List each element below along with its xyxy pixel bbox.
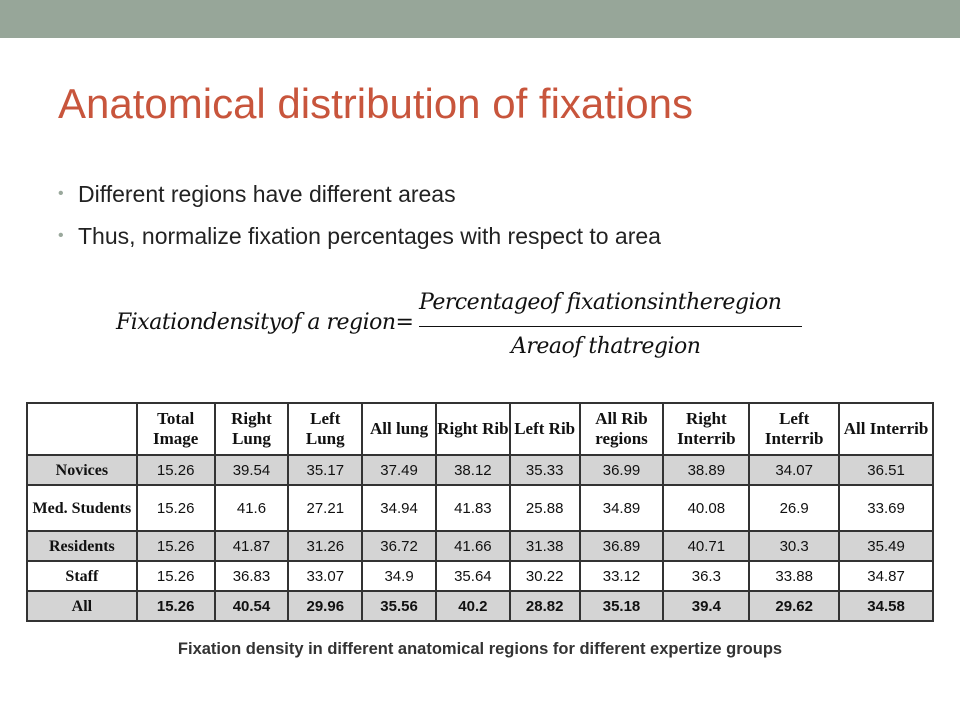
header-cell: Left Rib [508,402,581,456]
table-cell: 40.2 [434,590,511,622]
header-cell: All Interrib [838,402,934,456]
header-cell: Total Image [135,402,216,456]
table-cell: 35.49 [838,530,934,562]
top-accent-bar [0,0,960,38]
header-cell: Right Rib [434,402,511,456]
table-cell: 41.66 [434,530,511,562]
header-cell: Left Lung [287,402,364,456]
table-cell: 36.3 [662,560,751,592]
table-row: Novices 15.26 39.54 35.17 37.49 38.12 35… [26,454,934,486]
bullet-dot-icon: • [58,185,64,202]
table-cell: 27.21 [287,484,364,532]
table-cell: 35.33 [508,454,581,486]
table-cell: 37.49 [361,454,437,486]
table-cell: 29.96 [287,590,364,622]
header-cell [26,402,138,456]
table-cell: 31.26 [287,530,364,562]
row-label: All [26,590,138,622]
table-cell: 15.26 [135,454,216,486]
table-cell: 34.58 [838,590,934,622]
table-cell: 39.54 [213,454,290,486]
bullet-item: • Different regions have different areas [58,178,661,210]
table-cell: 36.51 [838,454,934,486]
table-cell: 33.12 [578,560,665,592]
table-row: Staff 15.26 36.83 33.07 34.9 35.64 30.22… [26,560,934,592]
table-cell: 40.54 [213,590,290,622]
formula-numerator: Percentageof fixationsintheregion [419,290,782,315]
table-cell: 34.87 [838,560,934,592]
row-label: Staff [26,560,138,592]
table-cell: 31.38 [508,530,581,562]
bullet-item: • Thus, normalize fixation percentages w… [58,220,661,252]
table-cell: 33.07 [287,560,364,592]
table-cell: 33.88 [748,560,841,592]
table-cell: 26.9 [748,484,841,532]
header-cell: Right Interrib [662,402,751,456]
formula-lhs: Fixationdensityof a region= [116,310,414,335]
header-cell: Right Lung [213,402,290,456]
fraction-bar [419,326,802,327]
table-cell: 36.89 [578,530,665,562]
table-cell: 34.89 [578,484,665,532]
row-label: Residents [26,530,138,562]
table-cell: 29.62 [748,590,841,622]
table-cell: 38.12 [434,454,511,486]
bullet-dot-icon: • [58,227,64,244]
table-row: All 15.26 40.54 29.96 35.56 40.2 28.82 3… [26,590,934,622]
bullet-text: Different regions have different areas [78,181,456,207]
table-cell: 34.9 [361,560,437,592]
table-cell: 28.82 [508,590,581,622]
table-cell: 35.56 [361,590,437,622]
table-row: Residents 15.26 41.87 31.26 36.72 41.66 … [26,530,934,562]
table-cell: 30.22 [508,560,581,592]
formula-denominator: Areaof thatregion [511,334,701,359]
table-cell: 39.4 [662,590,751,622]
table-cell: 41.87 [213,530,290,562]
header-cell: All lung [361,402,437,456]
table-cell: 35.17 [287,454,364,486]
table-cell: 30.3 [748,530,841,562]
table-cell: 36.83 [213,560,290,592]
slide-title: Anatomical distribution of fixations [58,80,693,127]
table-cell: 41.83 [434,484,511,532]
table-cell: 33.69 [838,484,934,532]
table-cell: 40.08 [662,484,751,532]
bullet-list: • Different regions have different areas… [58,178,661,262]
table-cell: 25.88 [508,484,581,532]
table-cell: 40.71 [662,530,751,562]
table-cell: 38.89 [662,454,751,486]
row-label: Novices [26,454,138,486]
table-cell: 15.26 [135,590,216,622]
table-cell: 34.94 [361,484,437,532]
header-cell: All Rib regions [578,402,665,456]
table-row: Med. Students 15.26 41.6 27.21 34.94 41.… [26,484,934,532]
table-cell: 36.99 [578,454,665,486]
header-cell: Left Interrib [748,402,841,456]
table-cell: 41.6 [213,484,290,532]
table-cell: 15.26 [135,560,216,592]
table-header-row: Total Image Right Lung Left Lung All lun… [26,402,934,456]
row-label: Med. Students [26,484,138,532]
table-caption: Fixation density in different anatomical… [177,640,783,658]
table-cell: 15.26 [135,484,216,532]
table-cell: 35.64 [434,560,511,592]
table-cell: 15.26 [135,530,216,562]
bullet-text: Thus, normalize fixation percentages wit… [78,223,661,249]
table-cell: 35.18 [578,590,665,622]
table-cell: 36.72 [361,530,437,562]
fixation-density-table: Total Image Right Lung Left Lung All lun… [26,402,934,622]
table-cell: 34.07 [748,454,841,486]
